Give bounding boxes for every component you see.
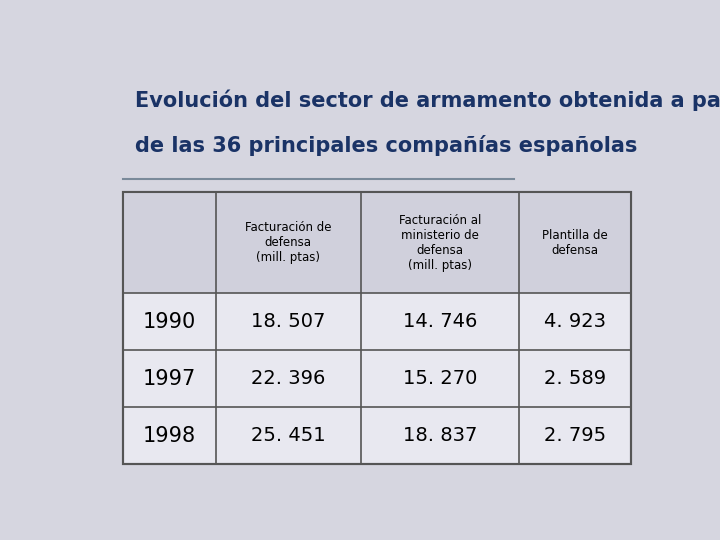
Text: 14. 746: 14. 746 — [402, 313, 477, 332]
FancyBboxPatch shape — [124, 192, 631, 294]
Text: 15. 270: 15. 270 — [402, 369, 477, 388]
Text: 22. 396: 22. 396 — [251, 369, 325, 388]
Text: 1990: 1990 — [143, 312, 197, 332]
Text: Plantilla de
defensa: Plantilla de defensa — [542, 228, 608, 256]
Text: Facturación de
defensa
(mill. ptas): Facturación de defensa (mill. ptas) — [245, 221, 332, 264]
Text: 1997: 1997 — [143, 369, 197, 389]
Text: Facturación al
ministerio de
defensa
(mill. ptas): Facturación al ministerio de defensa (mi… — [399, 213, 481, 272]
Text: 4. 923: 4. 923 — [544, 313, 606, 332]
Text: 25. 451: 25. 451 — [251, 426, 325, 445]
Text: Evolución del sector de armamento obtenida a partir: Evolución del sector de armamento obteni… — [135, 90, 720, 111]
FancyBboxPatch shape — [124, 192, 631, 464]
Text: 2. 795: 2. 795 — [544, 426, 606, 445]
Text: 2. 589: 2. 589 — [544, 369, 606, 388]
Text: 1998: 1998 — [143, 426, 197, 446]
Text: de las 36 principales compañías españolas: de las 36 principales compañías española… — [135, 136, 637, 157]
Text: 18. 507: 18. 507 — [251, 313, 325, 332]
Text: 18. 837: 18. 837 — [402, 426, 477, 445]
